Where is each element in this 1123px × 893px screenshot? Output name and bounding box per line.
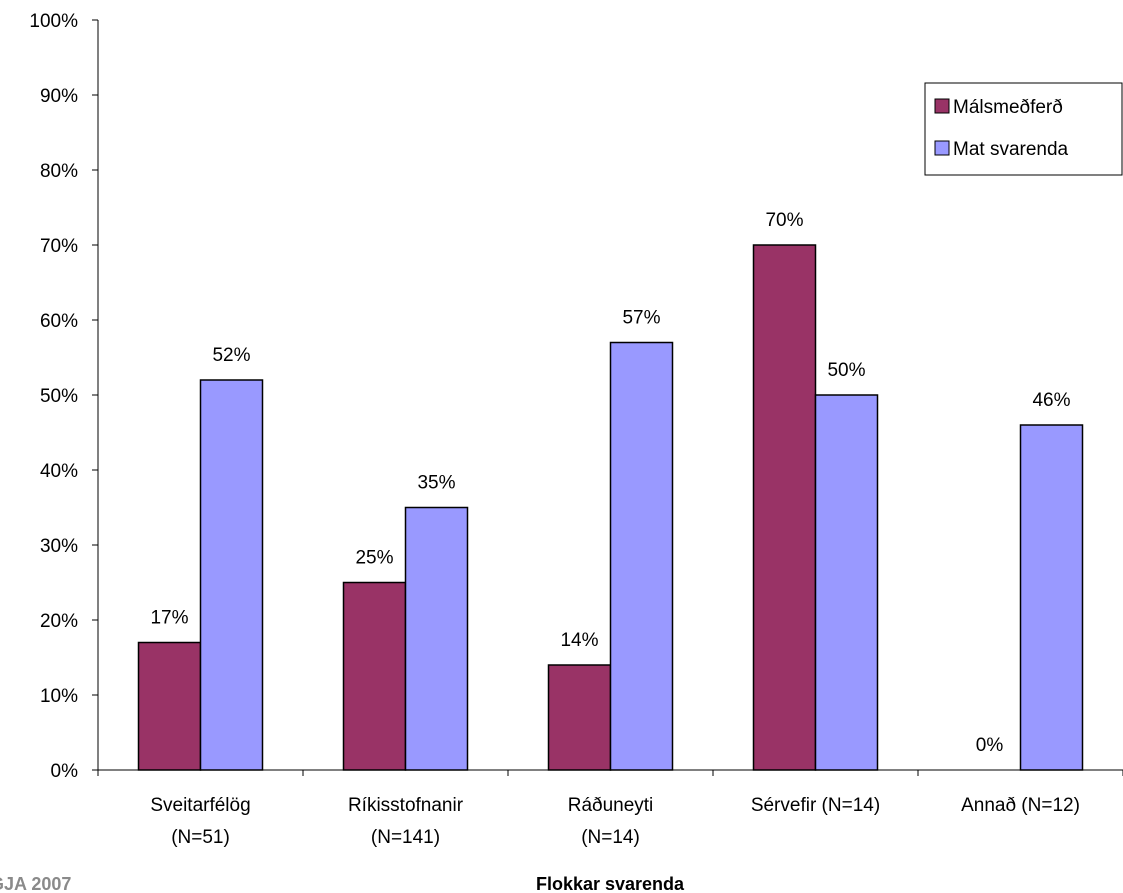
data-label: 0%	[976, 735, 1004, 756]
x-category-label: Ríkisstofnanir	[348, 795, 464, 816]
x-category-label: (N=14)	[581, 827, 640, 848]
x-category-label: (N=51)	[171, 827, 230, 848]
legend: Málsmeðferð Mat svarenda	[924, 82, 1123, 176]
x-category-label: Sérvefir (N=14)	[751, 795, 880, 816]
bar	[752, 244, 817, 771]
y-tick-label: 90%	[40, 86, 78, 107]
data-label: 52%	[212, 345, 250, 366]
y-tick-label: 10%	[40, 686, 78, 707]
x-category-label: Sveitarfélög	[150, 795, 250, 816]
bar	[342, 581, 407, 771]
data-label: 17%	[150, 608, 188, 629]
y-axis: 0% 10% 20% 30% 40% 50% 60% 70% 80% 90% 100%	[29, 11, 99, 782]
x-category-label: Annað (N=12)	[961, 795, 1080, 816]
bar	[547, 664, 612, 771]
y-tick-label: 100%	[29, 11, 78, 32]
y-tick-label: 30%	[40, 536, 78, 557]
x-category-label: Ráðuneyti	[568, 795, 654, 816]
y-tick-label: 80%	[40, 161, 78, 182]
data-labels: 17% 25% 14% 70% 0% 52% 35% 57% 50% 46%	[150, 210, 1070, 756]
bar	[814, 394, 879, 771]
y-tick-label: 50%	[40, 386, 78, 407]
y-tick-label: 20%	[40, 611, 78, 632]
bars	[137, 244, 1084, 771]
data-label: 35%	[417, 473, 455, 494]
y-tick-label: 40%	[40, 461, 78, 482]
source-footer: GJA 2007	[0, 874, 71, 893]
data-label: 57%	[622, 308, 660, 329]
y-tick-label: 0%	[51, 761, 79, 782]
y-tick-label: 60%	[40, 311, 78, 332]
data-label: 25%	[355, 548, 393, 569]
bar	[199, 379, 264, 771]
data-label: 14%	[560, 630, 598, 651]
bar	[609, 341, 674, 771]
legend-box	[924, 82, 1123, 176]
data-label: 50%	[827, 360, 865, 381]
legend-swatch	[934, 98, 950, 114]
legend-swatch	[934, 140, 950, 156]
x-category-label: (N=141)	[371, 827, 440, 848]
bar	[137, 641, 202, 771]
legend-label: Málsmeðferð	[953, 97, 1063, 118]
legend-label: Mat svarenda	[953, 139, 1069, 160]
x-axis-title: Flokkar svarenda	[536, 874, 685, 893]
bar	[404, 506, 469, 771]
data-label: 70%	[765, 210, 803, 231]
y-tick-label: 70%	[40, 236, 78, 257]
bar	[1019, 424, 1084, 771]
x-axis: Sveitarfélög (N=51) Ríkisstofnanir (N=141) R…	[97, 769, 1123, 848]
data-label: 46%	[1032, 390, 1070, 411]
